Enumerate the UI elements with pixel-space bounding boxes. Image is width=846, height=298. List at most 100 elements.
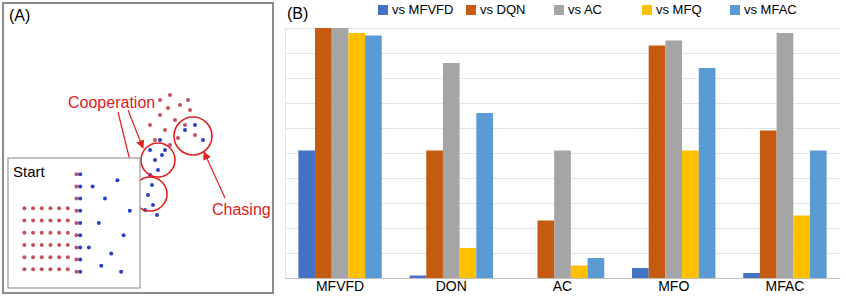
legend-entry: vs AC <box>554 2 602 17</box>
legend-label: vs MFQ <box>656 2 702 17</box>
annotation: Cooperation <box>68 94 155 111</box>
point <box>31 231 35 235</box>
legend-label: vs AC <box>568 2 602 17</box>
point <box>153 158 157 162</box>
point <box>160 153 164 157</box>
point <box>74 258 78 262</box>
point <box>99 264 103 268</box>
point <box>48 231 52 235</box>
point <box>78 258 82 262</box>
point <box>40 219 44 223</box>
bar <box>699 68 716 278</box>
point <box>31 243 35 247</box>
scatter-panel <box>3 3 273 293</box>
point <box>163 148 167 152</box>
point <box>57 255 61 259</box>
point <box>74 209 78 213</box>
point <box>78 270 82 274</box>
legend-entry: vs DQN <box>466 2 526 17</box>
point <box>22 255 26 259</box>
tick: MFO <box>658 278 689 294</box>
point <box>48 255 52 259</box>
point <box>31 267 35 271</box>
point <box>158 113 162 117</box>
point <box>66 206 70 210</box>
point <box>74 245 78 249</box>
bar <box>332 28 349 278</box>
point <box>57 243 61 247</box>
point <box>151 203 155 207</box>
point <box>40 243 44 247</box>
point <box>166 106 170 110</box>
point <box>97 221 101 225</box>
point <box>22 243 26 247</box>
bar-chart: MFVFD DON AC MFO MFAC <box>285 28 841 294</box>
legend-entry: vs MFVFD <box>378 2 453 17</box>
bars <box>298 28 826 278</box>
bar <box>682 151 699 279</box>
bar <box>810 151 827 279</box>
annotation-arrow <box>128 110 143 148</box>
bar <box>665 41 682 279</box>
point <box>183 128 187 132</box>
bar <box>348 33 365 278</box>
tick <box>285 28 840 29</box>
point <box>57 231 61 235</box>
legend-swatch <box>642 5 652 15</box>
bar <box>521 278 538 279</box>
point <box>146 193 150 197</box>
point <box>78 233 82 237</box>
point <box>66 243 70 247</box>
point <box>40 231 44 235</box>
bar <box>649 46 666 279</box>
bar <box>632 268 649 278</box>
point <box>173 118 177 122</box>
point <box>40 206 44 210</box>
point <box>40 267 44 271</box>
point <box>163 128 167 132</box>
annotation: Chasing <box>212 201 271 218</box>
point <box>78 172 82 176</box>
tick-label: AC <box>553 278 572 294</box>
point <box>40 255 44 259</box>
point <box>31 206 35 210</box>
point <box>168 93 172 97</box>
bar <box>554 151 571 279</box>
point <box>148 148 152 152</box>
legend-swatch <box>730 5 740 15</box>
point <box>158 138 162 142</box>
point <box>74 172 78 176</box>
point <box>153 138 157 142</box>
point <box>128 209 132 213</box>
bar <box>298 151 315 279</box>
points <box>22 172 131 274</box>
y-axis <box>285 29 840 279</box>
point <box>119 270 123 274</box>
point <box>109 252 113 256</box>
tick: DON <box>436 278 467 294</box>
bar <box>443 63 460 278</box>
tick: MFAC <box>765 278 804 294</box>
point <box>78 197 82 201</box>
point <box>31 219 35 223</box>
point <box>66 255 70 259</box>
tick-label: MFAC <box>765 278 804 294</box>
bar <box>410 276 427 279</box>
inset-title: Start <box>13 163 46 180</box>
tick: MFVFD <box>316 278 364 294</box>
point <box>201 138 205 142</box>
legend-label: vs DQN <box>480 2 526 17</box>
plot-frame <box>3 3 273 293</box>
panel-label: (B) <box>287 5 308 22</box>
panel-label: (A) <box>9 7 30 24</box>
annotation-arrow <box>204 152 225 198</box>
point <box>122 233 126 237</box>
bar <box>315 28 332 278</box>
point <box>186 98 190 102</box>
point <box>91 184 95 188</box>
plot-frame <box>8 158 140 288</box>
scatter-panel <box>8 158 140 288</box>
point <box>66 231 70 235</box>
point <box>22 231 26 235</box>
point <box>156 168 160 172</box>
